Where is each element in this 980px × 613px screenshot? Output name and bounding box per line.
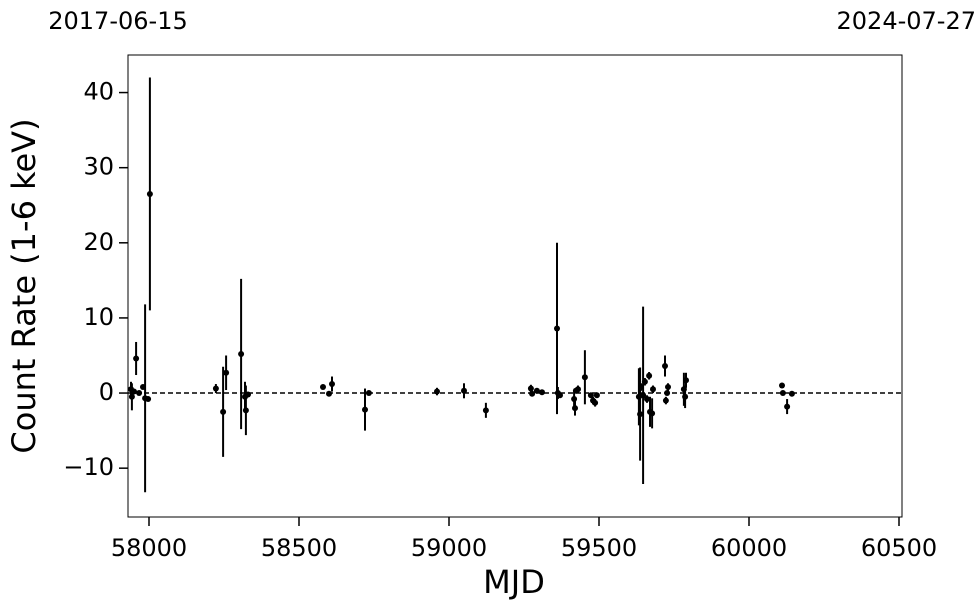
data-point [482, 407, 489, 414]
data-point [212, 385, 219, 392]
data-point [650, 386, 656, 393]
data-point [533, 387, 540, 394]
plot-frame [127, 54, 903, 518]
data-point [779, 390, 786, 397]
data-point [461, 387, 467, 394]
data-point [662, 363, 668, 370]
data-point [529, 390, 536, 397]
data-point [238, 350, 245, 357]
data-point [572, 405, 578, 412]
data-point [593, 392, 600, 399]
y-axis-label: Count Rate (1-6 keV) [5, 118, 43, 453]
data-point [788, 390, 795, 397]
data-point [641, 378, 648, 385]
data-point [554, 325, 560, 332]
data-point [434, 388, 440, 395]
data-point [557, 392, 563, 399]
data-point [592, 399, 599, 406]
y-tick-label: 30 [83, 153, 114, 181]
x-axis-label: MJD [483, 563, 545, 601]
y-tick-label: −10 [63, 453, 114, 481]
data-point [644, 396, 650, 403]
data-point [365, 390, 372, 397]
data-point [662, 397, 669, 404]
x-tick-label: 58000 [111, 534, 187, 562]
data-point [223, 369, 230, 376]
data-point [683, 377, 689, 384]
data-point [539, 389, 545, 396]
data-point [665, 384, 671, 391]
data-point [145, 396, 152, 403]
data-point [587, 392, 594, 399]
x-tick-label: 59000 [411, 534, 487, 562]
data-point [320, 384, 326, 391]
data-point [649, 410, 656, 417]
top-left-label: 2017-06-15 [48, 7, 187, 35]
x-tick-label: 59500 [561, 534, 637, 562]
y-tick-label: 40 [83, 78, 114, 106]
data-point [779, 382, 785, 389]
data-point [326, 390, 332, 397]
data-point [131, 388, 137, 395]
data-point [527, 385, 534, 392]
y-tick-label: 20 [83, 228, 114, 256]
y-tick-label: 0 [99, 378, 114, 406]
data-point [682, 393, 689, 400]
data-point [136, 390, 143, 397]
data-point [784, 403, 791, 410]
data-point [242, 407, 249, 414]
data-point [362, 406, 368, 413]
data-point [146, 190, 153, 197]
data-point [646, 372, 653, 379]
data-point [128, 393, 135, 400]
x-tick-label: 60500 [861, 534, 937, 562]
data-point [571, 396, 578, 403]
data-point [637, 411, 644, 418]
data-point [575, 386, 581, 393]
data-point [133, 355, 140, 362]
data-point [664, 390, 671, 397]
y-tick-label: 10 [83, 303, 114, 331]
data-point [640, 392, 647, 399]
x-tick-label: 58500 [261, 534, 337, 562]
data-point [220, 408, 227, 415]
top-right-label: 2024-07-27 [837, 7, 976, 35]
data-point [581, 374, 588, 381]
x-tick-label: 60000 [711, 534, 787, 562]
data-point [329, 381, 335, 388]
data-point [245, 391, 251, 398]
